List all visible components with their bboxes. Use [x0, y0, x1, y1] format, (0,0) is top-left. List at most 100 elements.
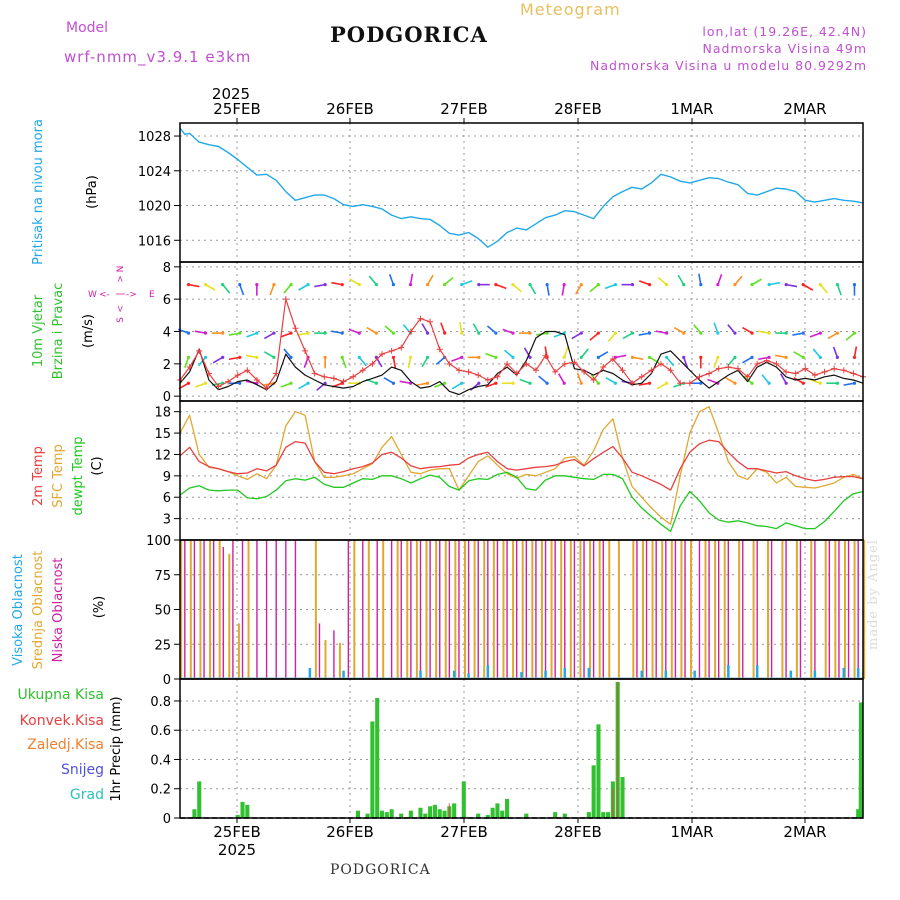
wind-barb [545, 283, 550, 296]
wind-barb-shaft [495, 283, 507, 290]
wind-barb-shaft [341, 357, 347, 368]
y-tick-label: 18 [154, 406, 171, 421]
wind-barb-dot [545, 283, 549, 287]
wind-barb-dot [801, 331, 805, 335]
wind-barb-dot [682, 283, 686, 287]
wind-gust-marker [523, 360, 530, 367]
precip-bar [432, 804, 437, 818]
compass-e: E [149, 290, 155, 300]
precip-bar [586, 812, 591, 818]
wind-barb-dot [784, 355, 788, 359]
wind-barb-shaft [638, 332, 650, 336]
y-tick-label: 0.2 [150, 783, 171, 798]
wind-barb-dot [562, 381, 566, 385]
wind-barb-shaft [827, 332, 838, 340]
wind-barb-dot [323, 381, 327, 385]
wind-barb-shaft [222, 284, 231, 294]
wind-barb-dot [272, 355, 276, 359]
wind-barb-shaft [768, 281, 781, 286]
precip-bar [500, 810, 505, 818]
wind-barb [501, 381, 515, 385]
wind-gust-marker [436, 346, 443, 353]
wind-barb [186, 283, 200, 288]
wind-barb-dot [767, 381, 771, 385]
wind-barb [283, 283, 293, 294]
wind-barb-dot [511, 381, 515, 385]
precip-bar [476, 813, 481, 818]
wind-gust-marker [379, 351, 386, 358]
wind-barb-shaft [435, 356, 446, 366]
compass-e-arrow: -> [126, 290, 137, 300]
wind-gust-marker [571, 359, 578, 366]
wind-barb-shaft [605, 377, 616, 384]
wind-barb [589, 283, 600, 293]
wind-barb [472, 323, 481, 335]
wind-barb-shaft [512, 284, 522, 293]
wind-barb-dot [477, 283, 481, 287]
wind-barb [421, 323, 430, 335]
wind-barb [657, 276, 669, 287]
wind-barb-dot [289, 381, 293, 385]
precip-bar [461, 781, 466, 818]
precip-legend-item: Zaledj.Kisa [27, 737, 104, 753]
wind-barb [750, 278, 762, 287]
wind-barb-dot [647, 283, 652, 287]
wind-gust-marker [706, 370, 713, 377]
wind-barb [416, 381, 430, 386]
wind-barb-dot [750, 381, 754, 385]
wind-barb-shaft [845, 332, 855, 341]
wind-barb-dot [204, 381, 208, 385]
wind-gust-marker [465, 368, 472, 375]
wind-barb-shaft [657, 276, 668, 286]
precip-bar [245, 804, 250, 818]
wind-barb [204, 283, 216, 291]
wind-barb-dot [408, 283, 413, 287]
wind-gust-marker [253, 376, 260, 383]
compass-s: S [116, 317, 126, 323]
wind-gust-marker [667, 367, 674, 374]
wind-barb-dot [647, 381, 652, 385]
wind-barb-shaft [283, 284, 292, 294]
wind-barb-dot [665, 331, 669, 335]
wind-barb-dot [767, 283, 771, 287]
wind-barb-dot [733, 283, 737, 287]
wind-barb-shaft [451, 356, 463, 362]
wind-gust-marker [234, 372, 241, 379]
precip-bar [365, 813, 370, 818]
wind-gust-marker [388, 347, 395, 354]
wind-barb [793, 377, 805, 385]
wind-gust-marker [225, 378, 232, 385]
wind-barb-shaft [693, 324, 702, 334]
wind-barb-dot [391, 355, 396, 359]
wind-barb [784, 283, 798, 288]
wind-barb-dot [613, 283, 618, 287]
wind-barb-shaft [607, 332, 617, 343]
wind-barb-dot [494, 355, 498, 359]
precip-bar [235, 815, 240, 818]
wind-barb-shaft [421, 356, 429, 368]
wind-barb [366, 326, 378, 335]
wind-barb-dot [425, 331, 430, 335]
wind-barb-shaft [677, 274, 685, 286]
wind-barb-dot [733, 355, 737, 359]
wind-barb [607, 331, 618, 343]
date-label-bottom: 26FEB [326, 823, 373, 841]
wind-barb-dot [425, 355, 430, 359]
wind-barb-shaft [444, 276, 454, 286]
wind-gust-marker [561, 360, 568, 367]
wind-barb-shaft [184, 357, 190, 368]
wind-barb-dot [716, 355, 720, 359]
wind-barb [197, 355, 208, 367]
y-tick-label: 1024 [138, 165, 171, 180]
wind-gust-marker [542, 352, 549, 359]
wind-gust-marker [792, 370, 799, 377]
precip-bar [418, 807, 423, 818]
wind-barb-shaft [632, 356, 644, 361]
wind-barb-shaft [416, 382, 428, 386]
wind-barb-dot [306, 381, 310, 385]
temp-dewpt-label: dewpt Temp [71, 436, 86, 515]
wind-barb [421, 355, 430, 368]
wind-barb [589, 331, 600, 341]
wind-barb-dot [665, 283, 669, 287]
precip-bar [384, 812, 389, 818]
